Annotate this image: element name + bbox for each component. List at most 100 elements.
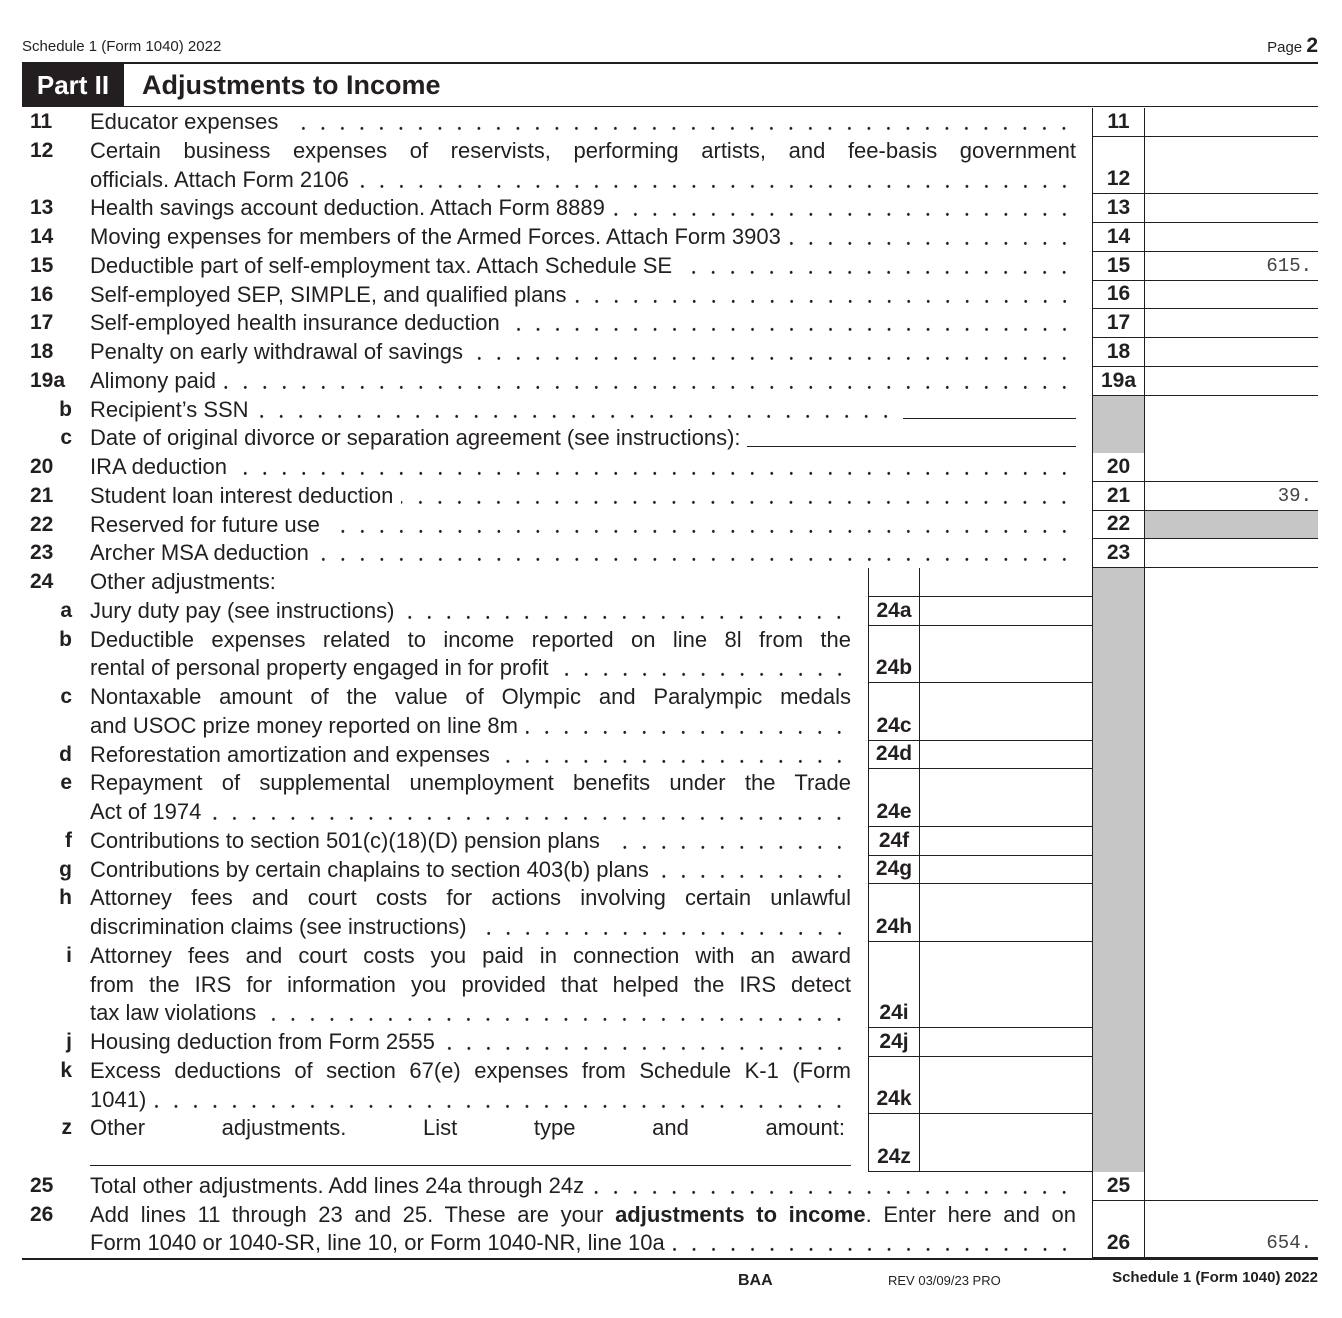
amount-field-18[interactable] (1145, 338, 1318, 367)
line-24z: z Other adjustments. List type and amount… (0, 1114, 1342, 1172)
amount-field-24j[interactable] (920, 1028, 1092, 1057)
line-24: 24 Other adjustments: (0, 568, 1342, 597)
amount-field-17[interactable] (1145, 309, 1318, 338)
page-number: Page 2 (1267, 34, 1318, 58)
amount-field-24e[interactable] (920, 769, 1092, 827)
text: Other adjustments: (90, 569, 276, 594)
page-number-value: 2 (1306, 34, 1318, 57)
line-description: Recipient’s SSN (90, 395, 1076, 425)
line-24h: h Attorney fees and court costs for actio… (0, 884, 1342, 942)
text: Date of original divorce or separation a… (90, 425, 741, 451)
text: Reserved for future use (90, 511, 320, 537)
amount-field-16[interactable] (1145, 281, 1318, 310)
line-17: 17 Self-employed health insurance deducti… (0, 309, 1342, 338)
leader-dots (656, 855, 851, 885)
amount-field-24k[interactable] (920, 1057, 1092, 1115)
leader-dots (316, 539, 1076, 568)
amount-field-24f[interactable] (920, 827, 1092, 856)
amount-field-24g[interactable] (920, 856, 1092, 885)
text: 1041) (90, 1086, 147, 1112)
amount-field-24h[interactable] (920, 884, 1092, 942)
description-line: Recipient’s SSN (90, 395, 1076, 425)
amount-field-26[interactable]: 654. (1145, 1201, 1318, 1258)
amount-field-24z[interactable] (920, 1114, 1092, 1172)
leader-dots (556, 654, 851, 683)
line-description: Penalty on early withdrawal of savings (90, 338, 1076, 367)
line-24d: d Reforestation amortization and expenses… (0, 740, 1342, 770)
description-line: Student loan interest deduction (90, 481, 1076, 511)
leader-dots (470, 338, 1076, 367)
leader-dots (234, 453, 1076, 482)
text: Self-employed SEP, SIMPLE, and qualified… (90, 281, 567, 307)
amount-field-24i[interactable] (920, 942, 1092, 1028)
line-box-label: 11 (1092, 108, 1145, 137)
line-box-label: 13 (1092, 194, 1145, 223)
line-description: Attorney fees and court costs for action… (90, 884, 851, 942)
amount-field-12[interactable] (1145, 137, 1318, 195)
line-description: Contributions by certain chaplains to se… (90, 855, 851, 885)
line-box-label: 23 (1092, 539, 1145, 568)
line-letter: e (60, 771, 72, 795)
line-number: 13 (30, 196, 54, 220)
line-item-c: c Date of original divorce or separation … (0, 424, 1342, 453)
description-line: Other adjustments. List type and amount: (90, 1114, 851, 1143)
amount-field-24a[interactable] (920, 597, 1092, 626)
line-number: 21 (30, 483, 54, 507)
line-box-label: 19a (1092, 366, 1145, 396)
line-20: 20 IRA deduction 20 (0, 453, 1342, 482)
text: Form 1040 or 1040-SR, line 10, or Form 1… (90, 1230, 665, 1256)
leader-dots (474, 913, 851, 942)
line-box-label: 24c (868, 683, 920, 741)
line-24k: k Excess deductions of section 67(e) expe… (0, 1056, 1342, 1115)
amount-field-25[interactable] (1145, 1172, 1318, 1201)
description-line: Deductible part of self-employment tax. … (90, 251, 1076, 281)
amount-field-24c[interactable] (920, 683, 1092, 741)
divorce-date-field[interactable] (746, 424, 1076, 448)
amount-field-11[interactable] (1145, 108, 1318, 137)
description-line: Date of original divorce or separation a… (90, 424, 1076, 453)
amount-field-20[interactable] (1145, 453, 1318, 482)
line-box-label: 15 (1092, 251, 1145, 281)
amount-field-21[interactable]: 39. (1145, 482, 1318, 511)
amount-field-19a[interactable] (1145, 367, 1318, 396)
line-box-label: 18 (1092, 338, 1145, 367)
shaded-box (1092, 826, 1145, 856)
line-description: Jury duty pay (see instructions) (90, 596, 851, 626)
description-line: Educator expenses (90, 108, 1076, 137)
line-description: Moving expenses for members of the Armed… (90, 223, 1076, 252)
other-adjustments-field-line2[interactable] (90, 1143, 851, 1166)
description-line: Self-employed SEP, SIMPLE, and qualified… (90, 280, 1076, 310)
amount-field-14[interactable] (1145, 223, 1318, 252)
line-box-label: 17 (1092, 309, 1145, 338)
shaded-box (1092, 740, 1145, 770)
line-number: 12 (30, 138, 54, 162)
text: Certain business expenses of reservists,… (90, 137, 1076, 163)
shaded-box (1092, 395, 1145, 425)
description-line: from the IRS for information you provide… (90, 971, 851, 1000)
line-11: 11 Educator expenses 11 (0, 108, 1342, 137)
line-number: 24 (30, 570, 54, 593)
text: and USOC prize money reported on line 8m (90, 712, 518, 738)
description-line: Certain business expenses of reservists,… (90, 137, 1076, 166)
leader-dots (680, 251, 1076, 281)
line-letter: i (66, 943, 72, 967)
amount-field-13[interactable] (1145, 194, 1318, 223)
line-description: Date of original divorce or separation a… (90, 424, 1076, 453)
line-21: 21 Student loan interest deduction 21 39. (0, 481, 1342, 511)
line-box-label: 14 (1092, 223, 1145, 252)
leader-dots (264, 999, 851, 1028)
text: tax law violations (90, 1000, 257, 1026)
amount-field-24b[interactable] (920, 626, 1092, 683)
description-line: Attorney fees and court costs for action… (90, 884, 851, 913)
line-box-label: 24b (868, 625, 920, 683)
line-24f: f Contributions to section 501(c)(18)(D) … (0, 826, 1342, 856)
line-12: 12 Certain business expenses of reservist… (0, 136, 1342, 195)
amount-field-22 (1145, 510, 1318, 540)
amount-field-24d[interactable] (920, 741, 1092, 770)
recipient-ssn-field[interactable] (903, 396, 1076, 419)
amount-field-15[interactable]: 615. (1145, 252, 1318, 281)
amount-field-23[interactable] (1145, 539, 1318, 568)
inner-box-spacer (868, 568, 921, 597)
text: Attorney fees and court costs for action… (90, 885, 851, 911)
